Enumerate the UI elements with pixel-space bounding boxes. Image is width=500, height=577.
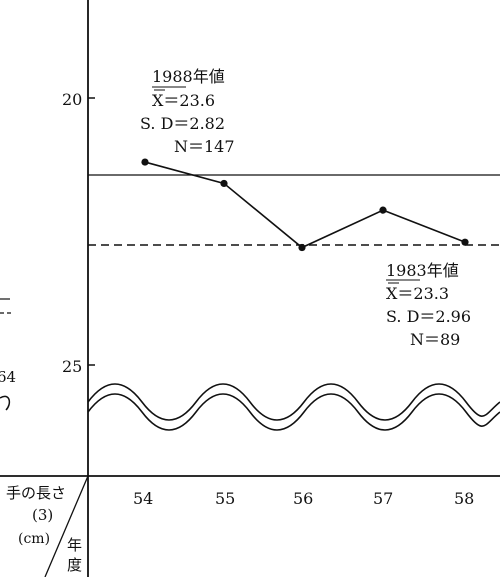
corner-xlabel: 度 bbox=[67, 556, 82, 574]
data-point-55 bbox=[220, 179, 228, 188]
annotation-mean: X＝23.6 bbox=[152, 91, 215, 110]
axis-break-wave bbox=[87, 393, 500, 431]
data-point-58 bbox=[461, 238, 469, 246]
annotation-sd: S. D＝2.96 bbox=[386, 307, 471, 326]
y-tick-label: 20 bbox=[62, 90, 82, 109]
annotation-mean: X＝23.3 bbox=[386, 284, 449, 303]
axis-break-wave bbox=[87, 383, 500, 421]
annotation-title: 1983年値 bbox=[386, 261, 459, 280]
data-point-56 bbox=[298, 243, 306, 252]
corner-xlabel: 年 bbox=[67, 536, 82, 554]
y-tick-label: 25 bbox=[62, 357, 82, 376]
data-point-57 bbox=[379, 206, 387, 214]
annotation-title: 1988年値 bbox=[152, 67, 225, 86]
data-points bbox=[141, 158, 469, 252]
corner-number: (3) bbox=[32, 506, 53, 524]
annotation-1983: 1983年値 X＝23.3 S. D＝2.96 N＝89 bbox=[386, 261, 471, 349]
left-fragment-label: 64 bbox=[0, 368, 16, 386]
annotation-n: N＝89 bbox=[410, 330, 460, 349]
left-fragment-wave bbox=[0, 395, 11, 411]
corner-diagonal bbox=[44, 475, 89, 577]
annotation-n: N＝147 bbox=[174, 137, 235, 156]
x-tick-label: 58 bbox=[454, 489, 474, 508]
annotation-sd: S. D＝2.82 bbox=[140, 114, 225, 133]
data-point-54 bbox=[141, 158, 149, 166]
corner-unit: (cm) bbox=[18, 531, 50, 547]
x-tick-label: 55 bbox=[215, 489, 235, 508]
corner-ylabel: 手の長さ bbox=[6, 484, 66, 502]
x-tick-label: 57 bbox=[373, 489, 393, 508]
x-tick-label: 56 bbox=[293, 489, 313, 508]
x-tick-label: 54 bbox=[133, 489, 153, 508]
annotation-1988: 1988年値 X＝23.6 S. D＝2.82 N＝147 bbox=[140, 67, 235, 156]
